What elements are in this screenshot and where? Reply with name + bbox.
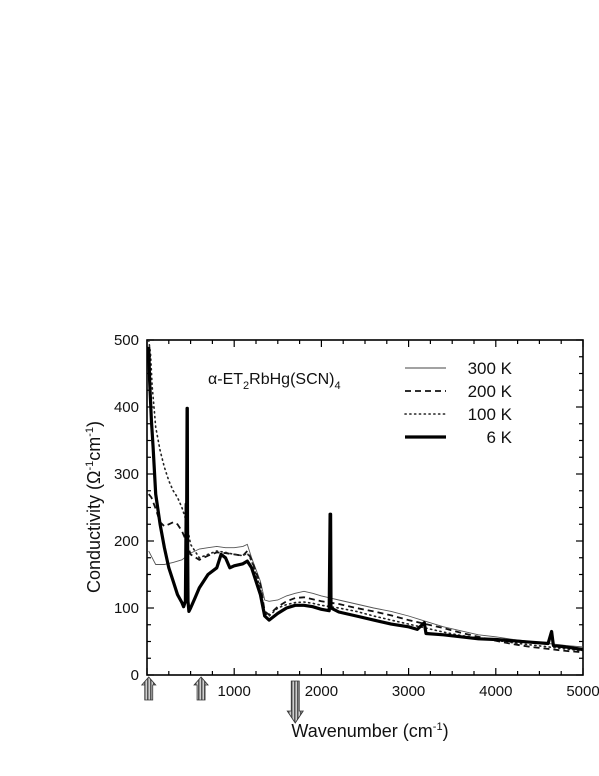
legend: 300 K 200 K 100 K 6 K — [404, 359, 513, 447]
legend-label-100k: 100 K — [468, 405, 513, 424]
x-axis-ticks: 1000 2000 3000 4000 5000 — [146, 340, 599, 700]
series-line-300k — [148, 543, 583, 648]
up-arrow-marker — [140, 676, 157, 701]
y-tick-label: 0 — [131, 667, 139, 684]
down-arrow-marker — [286, 680, 304, 724]
x-tick-label: 1000 — [218, 683, 251, 700]
x-axis-title: Wavenumber (cm-1) — [291, 721, 448, 741]
legend-label-6k: 6 K — [486, 428, 512, 447]
y-axis-title: Conductivity (Ω-1cm-1) — [84, 421, 104, 593]
y-axis-ticks: 0 100 200 300 400 500 — [114, 332, 583, 684]
y-tick-label: 400 — [114, 399, 139, 416]
x-tick-label: 2000 — [305, 683, 338, 700]
plot-frame — [146, 339, 584, 676]
series-layer — [147, 340, 583, 654]
arrow-markers — [140, 676, 304, 724]
x-tick-label: 5000 — [566, 683, 599, 700]
y-tick-label: 300 — [114, 466, 139, 483]
up-arrow-marker — [193, 676, 209, 701]
y-tick-label: 200 — [114, 533, 139, 550]
legend-label-300k: 300 K — [468, 359, 513, 378]
y-tick-label: 500 — [114, 332, 139, 349]
x-tick-label: 3000 — [392, 683, 425, 700]
legend-label-200k: 200 K — [468, 382, 513, 401]
x-tick-label: 4000 — [479, 683, 512, 700]
series-line-200k — [148, 493, 583, 654]
compound-annotation: α-ET2RbHg(SCN)4 — [208, 371, 341, 392]
y-tick-label: 100 — [114, 600, 139, 617]
series-line-6k — [147, 346, 583, 652]
